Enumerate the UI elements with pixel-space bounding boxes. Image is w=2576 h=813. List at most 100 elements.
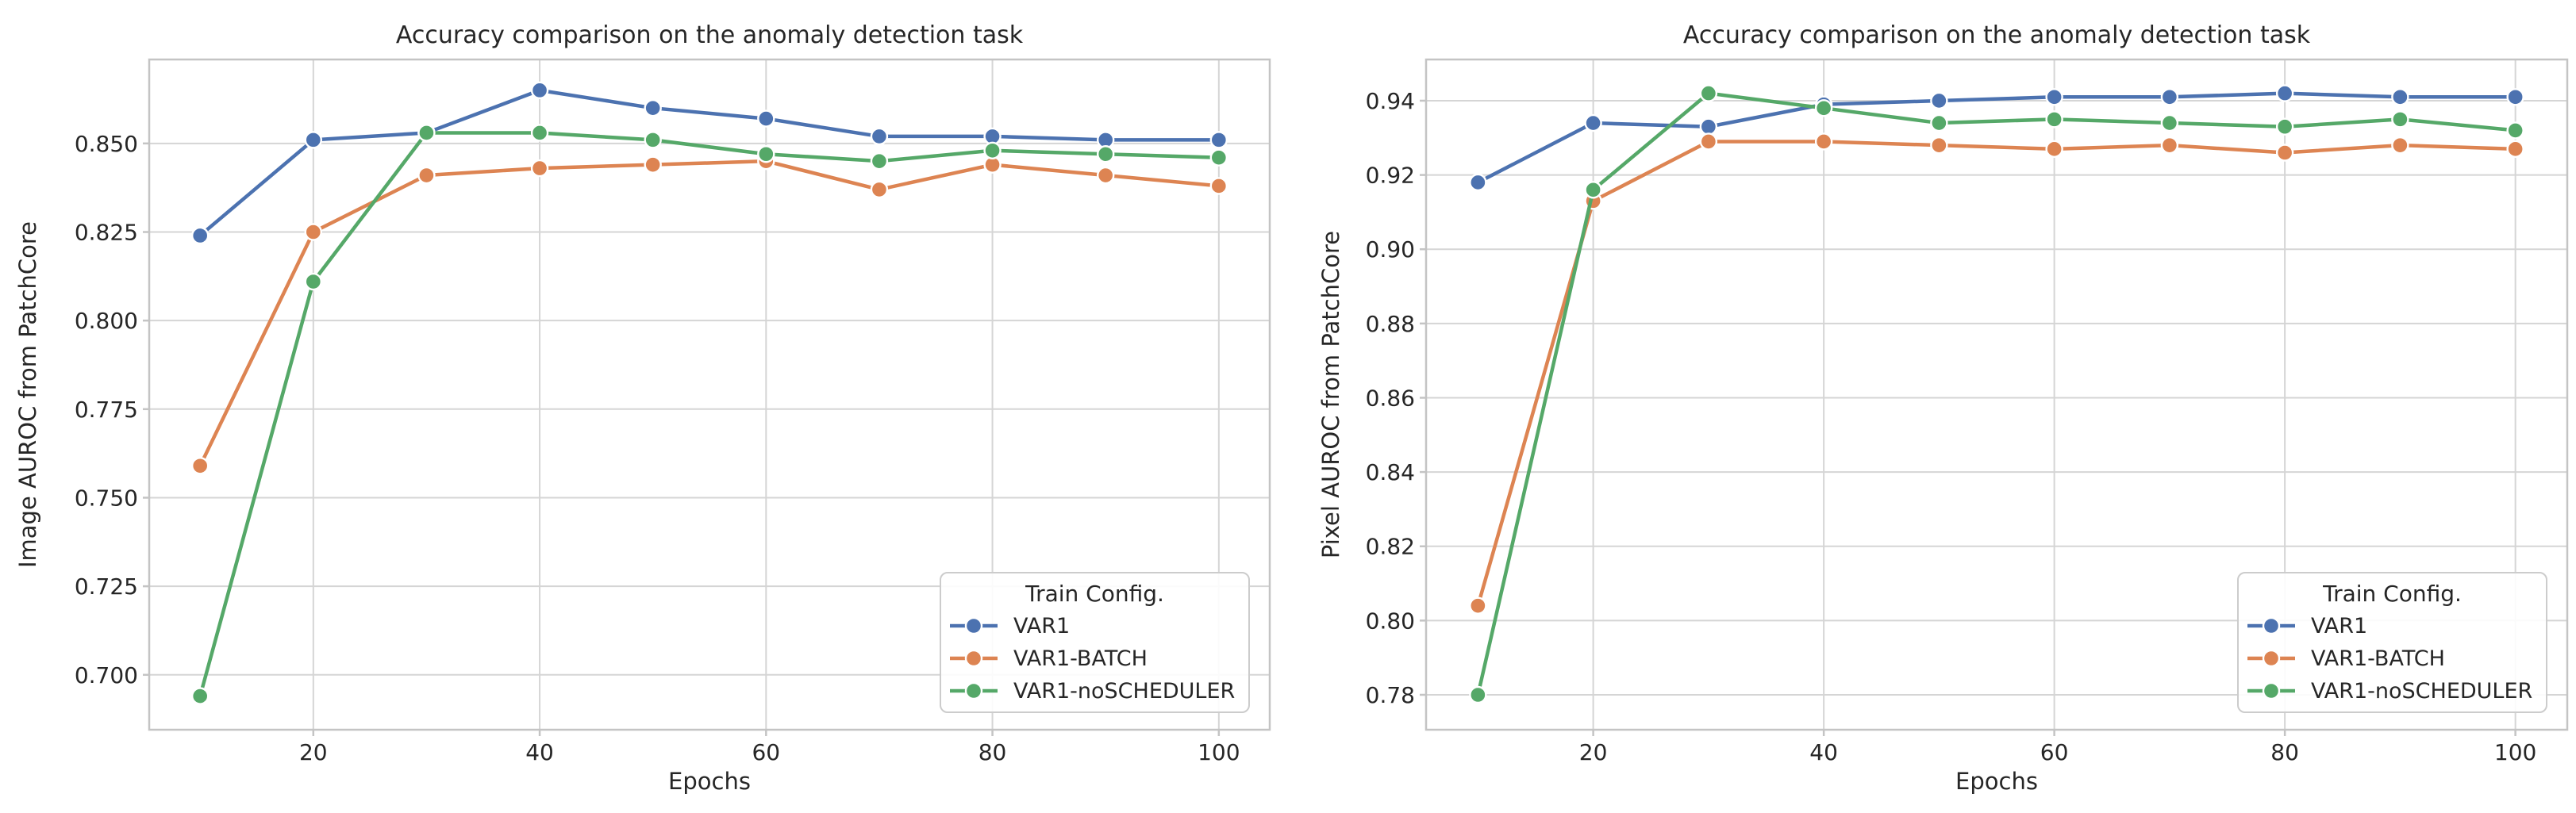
legend-marker-VAR1-BATCH: [964, 649, 983, 668]
x-tick-label: 80: [978, 739, 1007, 765]
data-point-VAR1-noSCHEDULER-epoch-30: [1699, 84, 1718, 102]
gridlines: [149, 59, 1270, 730]
data-point-VAR1-BATCH-epoch-10: [190, 457, 210, 475]
data-point-VAR1-noSCHEDULER-epoch-90: [2391, 110, 2409, 128]
y-tick-label: 0.88: [1366, 311, 1415, 337]
x-tick-label: 20: [1579, 739, 1608, 765]
legend-marker-VAR1-BATCH: [2262, 649, 2281, 668]
legend-marker-VAR1-noSCHEDULER: [2262, 681, 2281, 700]
data-point-VAR1-noSCHEDULER-epoch-90: [1096, 145, 1115, 163]
data-point-VAR1-epoch-50: [1930, 91, 1948, 110]
chart-title: Accuracy comparison on the anomaly detec…: [396, 21, 1024, 49]
data-point-VAR1-noSCHEDULER-epoch-60: [757, 145, 775, 163]
data-point-VAR1-noSCHEDULER-epoch-50: [1930, 113, 1948, 132]
data-point-VAR1-noSCHEDULER-epoch-70: [870, 151, 889, 171]
series-VAR1-noSCHEDULER: [1469, 84, 2524, 704]
legend-entry-label: VAR1-noSCHEDULER: [1013, 679, 1235, 704]
x-tick-label: 20: [299, 739, 328, 765]
data-point-VAR1-epoch-80: [2275, 84, 2294, 102]
chart-pixel-auroc: 20 40 60 80 100 0.78 0.80 0.82 0.84 0.86 0.88 0.90 0…: [1317, 21, 2569, 795]
data-point-VAR1-epoch-40: [530, 81, 549, 100]
legend-entry-label: VAR1-BATCH: [2311, 646, 2445, 671]
y-tick-label: 0.82: [1366, 534, 1415, 560]
data-point-VAR1-BATCH-epoch-60: [2045, 140, 2063, 159]
x-axis-label: Epochs: [1955, 768, 2038, 795]
data-point-VAR1-noSCHEDULER-epoch-20: [1584, 181, 1602, 199]
data-point-VAR1-BATCH-epoch-90: [2391, 136, 2409, 155]
data-point-VAR1-BATCH-epoch-40: [1814, 132, 1833, 151]
chart-title: Accuracy comparison on the anomaly detec…: [1683, 21, 2311, 49]
data-point-VAR1-noSCHEDULER-epoch-10: [1469, 685, 1487, 704]
series-VAR1-BATCH: [1469, 132, 2524, 615]
data-point-VAR1-epoch-10: [1469, 173, 1487, 192]
series-line-VAR1: [1477, 91, 2516, 184]
series-line-VAR1-BATCH: [198, 159, 1220, 467]
series-line-VAR1-noSCHEDULER: [1476, 91, 2516, 696]
y-tick-label: 0.700: [75, 662, 138, 688]
series-VAR1: [190, 81, 1228, 245]
legend-entry-label: VAR1-noSCHEDULER: [2311, 679, 2532, 704]
legend-box: [940, 572, 1250, 713]
legend-marker-VAR1: [2262, 616, 2281, 635]
data-point-VAR1-noSCHEDULER-epoch-30: [417, 124, 436, 142]
tick-marks: [143, 142, 1221, 736]
y-tick-label: 0.86: [1366, 385, 1415, 411]
y-tick-label: 0.90: [1366, 236, 1415, 263]
legend-entry-label: VAR1: [1013, 614, 1070, 639]
data-point-VAR1-BATCH-epoch-50: [644, 155, 662, 174]
plot-border: [1424, 58, 2569, 731]
data-point-VAR1-epoch-20: [304, 131, 323, 149]
data-point-VAR1-epoch-50: [644, 98, 662, 117]
legend-marker-VAR1: [964, 616, 983, 635]
data-point-VAR1-epoch-70: [870, 127, 889, 146]
data-point-VAR1-BATCH-epoch-20: [304, 223, 323, 241]
data-point-VAR1-epoch-10: [190, 226, 210, 245]
legend: Train Config. VAR1 VAR1-BATCH VAR1-noSCHEDU…: [2237, 572, 2547, 713]
x-tick-label: 80: [2270, 739, 2299, 765]
x-tick-label: 40: [525, 739, 554, 765]
legend: Train Config. VAR1 VAR1-BATCH VAR1-noSCHEDU…: [940, 572, 1250, 713]
y-axis-label: Pixel AUROC from PatchCore: [1317, 231, 1344, 558]
y-tick-label: 0.750: [75, 485, 138, 511]
y-tick-label: 0.775: [75, 397, 138, 423]
legend-title: Train Config.: [1025, 581, 1164, 607]
y-tick-label: 0.825: [75, 220, 138, 246]
data-point-VAR1-BATCH-epoch-100: [1209, 177, 1228, 195]
data-point-VAR1-noSCHEDULER-epoch-40: [530, 124, 549, 142]
data-point-VAR1-noSCHEDULER-epoch-60: [2045, 110, 2063, 128]
legend-title: Train Config.: [2322, 581, 2462, 607]
data-point-VAR1-BATCH-epoch-70: [870, 180, 889, 199]
data-point-VAR1-noSCHEDULER-epoch-70: [2160, 113, 2179, 132]
x-tick-label: 40: [1809, 739, 1838, 765]
y-tick-label: 0.850: [75, 131, 138, 157]
data-point-VAR1-BATCH-epoch-30: [417, 166, 436, 185]
data-point-VAR1-noSCHEDULER-epoch-100: [1209, 148, 1228, 167]
legend-marker-VAR1-noSCHEDULER: [964, 681, 983, 700]
y-tick-label: 0.92: [1366, 163, 1415, 189]
data-point-VAR1-epoch-100: [2506, 88, 2524, 106]
y-tick-label: 0.84: [1366, 459, 1415, 485]
data-point-VAR1-BATCH-epoch-30: [1699, 132, 1718, 151]
data-point-VAR1-noSCHEDULER-epoch-50: [644, 131, 662, 149]
y-tick-label: 0.800: [75, 308, 138, 334]
data-point-VAR1-BATCH-epoch-40: [530, 159, 549, 178]
y-tick-label: 0.94: [1366, 88, 1415, 114]
data-point-VAR1-epoch-30: [1699, 117, 1718, 136]
data-point-VAR1-epoch-20: [1584, 113, 1602, 132]
data-point-VAR1-BATCH-epoch-90: [1096, 166, 1115, 185]
y-tick-label: 0.78: [1366, 682, 1415, 708]
legend-entry-label: VAR1: [2311, 614, 2367, 639]
legend-entry-label: VAR1-BATCH: [1013, 646, 1148, 671]
legend-box: [2237, 572, 2547, 713]
data-point-VAR1-BATCH-epoch-70: [2160, 136, 2179, 155]
x-tick-label: 60: [2040, 739, 2069, 765]
x-tick-label: 100: [1198, 739, 1240, 765]
x-axis-label: Epochs: [668, 768, 751, 795]
tick-marks: [1420, 99, 2516, 736]
data-point-VAR1-BATCH-epoch-80: [2275, 144, 2294, 162]
y-tick-label: 0.725: [75, 573, 138, 600]
data-point-VAR1-epoch-90: [2391, 88, 2409, 106]
x-tick-label: 60: [752, 739, 780, 765]
data-point-VAR1-BATCH-epoch-50: [1930, 136, 1948, 155]
data-point-VAR1-noSCHEDULER-epoch-100: [2506, 121, 2524, 140]
